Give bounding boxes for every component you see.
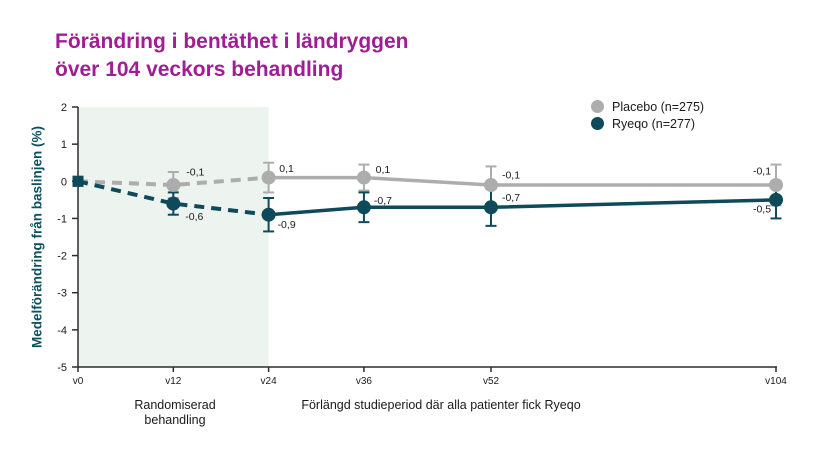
y-tick-label: -1 — [57, 213, 67, 225]
data-point-label: -0,9 — [278, 219, 296, 231]
baseline-marker — [72, 175, 84, 187]
data-point — [166, 178, 181, 192]
ryeqo-marker-icon — [591, 117, 604, 130]
series-line-dashed — [77, 179, 269, 217]
x-tick-label: v0 — [73, 376, 84, 387]
chart-title-line2: över 104 veckors behandling — [55, 58, 344, 81]
shaded-region-randomized — [78, 107, 269, 367]
data-point-label: -0,1 — [753, 166, 771, 178]
data-point-label: -0,5 — [753, 203, 771, 215]
y-tick-label: -2 — [57, 251, 67, 263]
legend-label-ryeqo: Ryeqo (n=277) — [612, 116, 696, 131]
data-point — [166, 196, 181, 211]
x-tick-label: v12 — [165, 376, 182, 387]
data-point — [261, 207, 276, 222]
data-point-label: 0,1 — [279, 163, 294, 175]
x-tick-label: v104 — [765, 376, 787, 387]
x-tick-label: v36 — [356, 376, 373, 387]
y-tick-label: 1 — [61, 139, 67, 151]
legend-label-placebo: Placebo (n=275) — [612, 99, 705, 114]
data-point — [356, 170, 371, 185]
y-tick-label: -4 — [57, 325, 67, 337]
chart-title: Förändring i bentäthet i ländryggen över… — [55, 28, 409, 84]
annotation-randomized-treatment: Randomiserad behandling — [134, 398, 215, 428]
chart-title-line1: Förändring i bentäthet i ländryggen — [55, 30, 409, 53]
series-line-solid — [268, 198, 777, 217]
annotation-randomized-line1: Randomiserad — [134, 398, 216, 412]
data-point — [769, 192, 783, 207]
data-point — [484, 178, 498, 192]
data-point — [484, 200, 498, 215]
data-point-label: -0,6 — [185, 211, 203, 223]
y-tick-label: -3 — [57, 288, 67, 300]
x-tick-label: v52 — [483, 376, 500, 387]
data-point-label: -0,7 — [374, 195, 392, 207]
data-point-label: 0,1 — [376, 164, 391, 176]
data-point — [769, 178, 783, 192]
placebo-marker-icon — [591, 100, 604, 113]
legend-item-ryeqo: Ryeqo (n=277) — [591, 115, 704, 132]
series-line-solid — [268, 175, 776, 187]
annotation-extension-period: Förlängd studieperiod där alla patienter… — [301, 398, 581, 412]
legend-item-placebo: Placebo (n=275) — [591, 98, 704, 115]
annotation-randomized-line2: behandling — [144, 413, 206, 427]
x-tick-label: v24 — [261, 376, 278, 387]
legend: Placebo (n=275) Ryeqo (n=277) — [591, 98, 704, 132]
data-point — [261, 170, 276, 185]
data-point-label: -0,1 — [502, 170, 520, 182]
y-tick-label: 2 — [61, 102, 67, 114]
data-point-label: -0,7 — [502, 192, 520, 204]
y-tick-label: -5 — [57, 362, 67, 374]
y-tick-label: 0 — [61, 176, 67, 188]
series-line-dashed — [77, 175, 269, 188]
data-point-label: -0,1 — [186, 167, 204, 179]
data-point — [356, 200, 371, 215]
